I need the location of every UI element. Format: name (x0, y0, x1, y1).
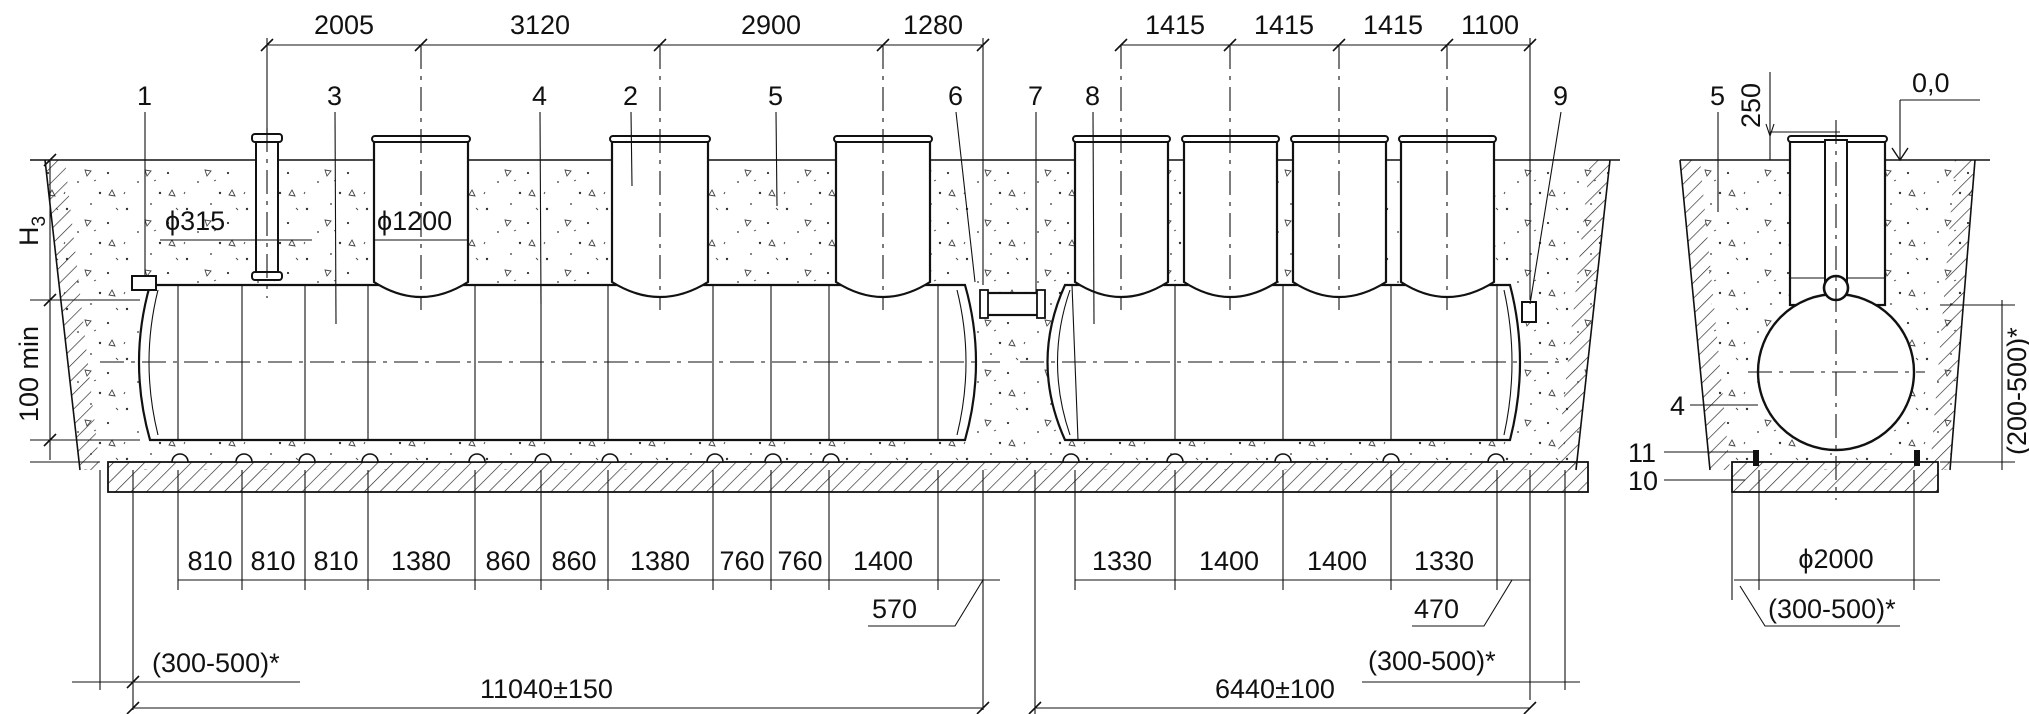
dim-1415-c: 1415 (1363, 10, 1423, 40)
callout-5: 5 (768, 81, 783, 111)
dim-phi1200: ϕ1200 (377, 206, 452, 236)
dim-bed-b: (300-500)* (1368, 646, 1496, 676)
dim-470: 470 (1414, 594, 1459, 624)
callout-3: 3 (327, 81, 342, 111)
callout-2: 2 (623, 81, 638, 111)
side-wall-right (1949, 159, 1976, 471)
dim-860-b: 860 (551, 546, 596, 576)
tank-b-end-caps (1057, 289, 1513, 436)
dim-1415-b: 1415 (1254, 10, 1314, 40)
dim-1400: 1400 (853, 546, 913, 576)
tank-a (100, 45, 1000, 463)
dim-100-min: 100 min (14, 326, 44, 422)
dim-1400-a: 1400 (1199, 546, 1259, 576)
inlet-pipe (131, 275, 157, 291)
soil-hatch-left (45, 160, 100, 470)
callout-side-5: 5 (1710, 81, 1725, 111)
callout-7: 7 (1028, 81, 1043, 111)
dim-1330-b: 1330 (1414, 546, 1474, 576)
callout-11: 11 (1628, 438, 1656, 468)
vent-pipe (251, 128, 283, 298)
callout-4: 4 (532, 81, 547, 111)
side-top-dims: 250 0,0 (200-500)* (1736, 68, 2029, 470)
dim-1330-a: 1330 (1092, 546, 1152, 576)
base-slab-side (1731, 461, 1939, 493)
tank-a-supports (171, 453, 840, 463)
side-soil-hatch-left (1680, 160, 1730, 470)
soil-hatch-right (1556, 160, 1610, 470)
callout-6: 6 (948, 81, 963, 111)
dim-810-c: 810 (313, 546, 358, 576)
dim-810-a: 810 (187, 546, 232, 576)
leader-570 (868, 579, 984, 627)
callout-1: 1 (137, 81, 152, 111)
dim-zero-level: 0,0 (1912, 68, 1950, 98)
side-soil-hatch-right (1930, 160, 1975, 470)
dim-phi315: ϕ315 (165, 206, 225, 236)
callout-side-4: 4 (1670, 391, 1685, 421)
side-bottom-dims: ϕ2000 (300-500)* (1731, 470, 1940, 627)
leader-side-bed (1739, 585, 1900, 627)
connecting-pipe (979, 289, 1046, 319)
side-support-left (1753, 450, 1759, 466)
excavation-wall-right (1575, 159, 1611, 471)
dim-bed-c: (300-500)* (1768, 594, 1896, 624)
dim-570: 570 (872, 594, 917, 624)
dim-250: 250 (1736, 83, 1766, 128)
dim-860-a: 860 (485, 546, 530, 576)
left-vertical-dims: H3 100 min (14, 153, 140, 463)
side-view (1748, 120, 1925, 500)
dim-1100: 1100 (1461, 10, 1519, 40)
callout-8: 8 (1085, 81, 1100, 111)
callouts: 1 2 3 4 5 6 7 8 9 4 5 10 11 (137, 81, 1758, 496)
dim-2005: 2005 (314, 10, 374, 40)
dim-1380-a: 1380 (391, 546, 451, 576)
dim-1415-a: 1415 (1145, 10, 1205, 40)
dim-total-b: 6440±100 (1215, 674, 1335, 704)
dim-h3: H3 (14, 216, 50, 246)
overall-dimensions: (300-500)* 11040±150 6440±100 (300-500)* (72, 470, 1580, 714)
top-dimension-chain-b: 1415 1415 1415 1100 (1114, 10, 1537, 300)
outlet-pipe (1521, 301, 1537, 323)
diameter-labels: ϕ315 ϕ1200 (160, 206, 468, 241)
excavation-wall-left (44, 159, 81, 471)
dim-3120: 3120 (510, 10, 570, 40)
dim-range-200-500: (200-500)* (2002, 327, 2029, 455)
dim-810-b: 810 (250, 546, 295, 576)
tank-a-body (137, 283, 978, 442)
dim-2900: 2900 (741, 10, 801, 40)
dim-1280: 1280 (903, 10, 963, 40)
tank-b-supports (1062, 453, 1505, 463)
dim-phi2000: ϕ2000 (1798, 544, 1873, 574)
side-support-right (1914, 450, 1920, 466)
dim-total-a: 11040±150 (480, 674, 613, 704)
callout-9: 9 (1553, 81, 1568, 111)
dim-1400-b: 1400 (1307, 546, 1367, 576)
top-dimension-chain-a: 2005 3120 2900 1280 (260, 10, 990, 285)
bottom-dimension-chain-b: 1330 1400 1400 1330 470 (1074, 470, 1531, 700)
dim-1380-b: 1380 (630, 546, 690, 576)
dim-760-b: 760 (777, 546, 822, 576)
tank-a-necks (371, 135, 933, 298)
tank-b (1020, 45, 1560, 463)
dim-bed-a: (300-500)* (152, 648, 280, 678)
base-slab-main (107, 461, 1589, 493)
leader-470 (1412, 579, 1513, 627)
bottom-dimension-chain-a: 810 810 810 1380 860 860 1380 760 760 14… (177, 470, 1000, 710)
callout-10: 10 (1628, 466, 1658, 496)
dim-760-a: 760 (719, 546, 764, 576)
side-wall-left (1679, 159, 1711, 471)
